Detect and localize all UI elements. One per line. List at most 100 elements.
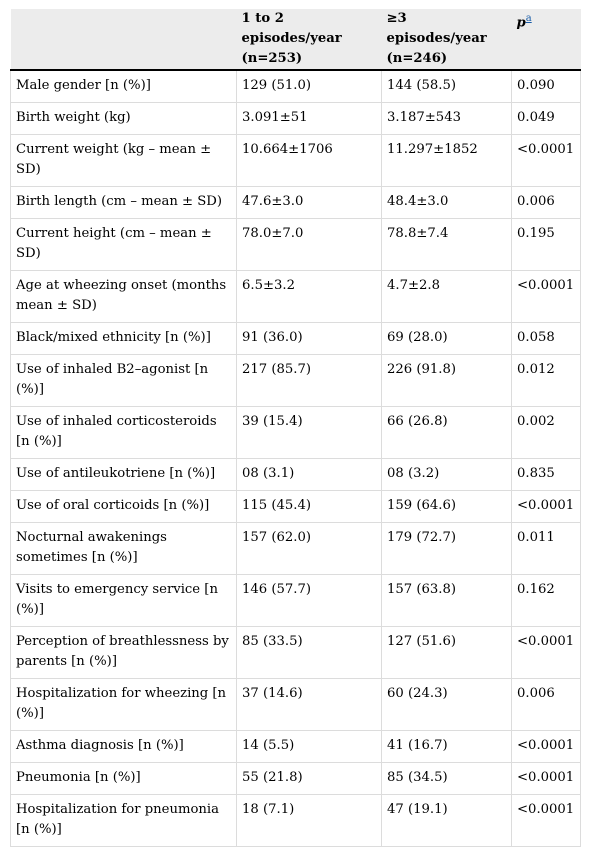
cell-group-2: 3.187±543: [381, 102, 512, 135]
header-group-1-name: 1 to 2 episodes/year: [241, 11, 342, 46]
table-row: Hospitalization for wheezing [n (%)] 37 (…: [10, 678, 581, 731]
row-label: Use of oral corticoids [n (%)]: [10, 490, 237, 523]
table-row: Perception of breathlessness by parents …: [10, 626, 581, 679]
table-row: Current height (cm – mean ± SD) 78.0±7.0 7…: [10, 218, 581, 271]
table-row: Use of antileukotriene [n (%)] 08 (3.1) 08…: [10, 458, 581, 491]
row-label: Use of inhaled B2–agonist [n (%)]: [10, 354, 237, 407]
cell-group-2: 41 (16.7): [381, 730, 512, 763]
header-p-value: pa: [511, 9, 581, 71]
cell-group-1: 157 (62.0): [236, 522, 382, 575]
cell-group-2: 69 (28.0): [381, 322, 512, 355]
row-label: Visits to emergency service [n (%)]: [10, 574, 237, 627]
cell-p-value: 0.012: [511, 354, 581, 407]
cell-group-2: 66 (26.8): [381, 406, 512, 459]
header-group-1-n: (n=253): [241, 51, 303, 66]
cell-group-2: 159 (64.6): [381, 490, 512, 523]
table-row: Birth length (cm – mean ± SD) 47.6±3.0 48.…: [10, 186, 581, 219]
cell-group-2: 179 (72.7): [381, 522, 512, 575]
cell-group-2: 60 (24.3): [381, 678, 512, 731]
cell-p-value: 0.049: [511, 102, 581, 135]
cell-group-2: 47 (19.1): [381, 794, 512, 847]
row-label: Current weight (kg – mean ± SD): [10, 134, 237, 187]
row-label: Hospitalization for wheezing [n (%)]: [10, 678, 237, 731]
table-row: Age at wheezing onset (months mean ± SD)…: [10, 270, 581, 323]
cell-p-value: 0.006: [511, 678, 581, 731]
cell-group-2: 48.4±3.0: [381, 186, 512, 219]
row-label: Nocturnal awakenings sometimes [n (%)]: [10, 522, 237, 575]
cell-group-1: 08 (3.1): [236, 458, 382, 491]
row-label: Use of antileukotriene [n (%)]: [10, 458, 237, 491]
table-row: Nocturnal awakenings sometimes [n (%)] 15…: [10, 522, 581, 575]
table-row: Asthma diagnosis [n (%)] 14 (5.5) 41 (16.7…: [10, 730, 581, 763]
cell-p-value: 0.002: [511, 406, 581, 459]
cell-p-value: <0.0001: [511, 134, 581, 187]
cell-p-value: <0.0001: [511, 270, 581, 323]
table-row: Use of oral corticoids [n (%)] 115 (45.4)…: [10, 490, 581, 523]
row-label: Pneumonia [n (%)]: [10, 762, 237, 795]
cell-group-1: 78.0±7.0: [236, 218, 382, 271]
row-label: Hospitalization for pneumonia [n (%)]: [10, 794, 237, 847]
cell-p-value: 0.011: [511, 522, 581, 575]
cell-group-1: 47.6±3.0: [236, 186, 382, 219]
cell-group-2: 78.8±7.4: [381, 218, 512, 271]
table-body: Male gender [n (%)] 129 (51.0) 144 (58.5) 0…: [10, 69, 581, 847]
cell-group-1: 146 (57.7): [236, 574, 382, 627]
table-row: Black/mixed ethnicity [n (%)] 91 (36.0) 69…: [10, 322, 581, 355]
header-group-2-n: (n=246): [386, 51, 448, 66]
table-row: Pneumonia [n (%)] 55 (21.8) 85 (34.5) <0.00…: [10, 762, 581, 795]
row-label: Asthma diagnosis [n (%)]: [10, 730, 237, 763]
cell-group-2: 157 (63.8): [381, 574, 512, 627]
cell-p-value: 0.162: [511, 574, 581, 627]
header-group-1: 1 to 2 episodes/year (n=253): [236, 9, 382, 71]
table-row: Use of inhaled B2–agonist [n (%)] 217 (85…: [10, 354, 581, 407]
table-row: Birth weight (kg) 3.091±51 3.187±543 0.049: [10, 102, 581, 135]
cell-p-value: <0.0001: [511, 794, 581, 847]
cell-p-value: <0.0001: [511, 490, 581, 523]
cell-p-value: <0.0001: [511, 626, 581, 679]
cell-p-value: 0.835: [511, 458, 581, 491]
cell-p-value: 0.195: [511, 218, 581, 271]
cell-group-1: 115 (45.4): [236, 490, 382, 523]
header-p-label: p: [516, 15, 526, 31]
cell-p-value: <0.0001: [511, 730, 581, 763]
cell-group-1: 55 (21.8): [236, 762, 382, 795]
cell-p-value: 0.058: [511, 322, 581, 355]
row-label: Perception of breathlessness by parents …: [10, 626, 237, 679]
cell-group-1: 6.5±3.2: [236, 270, 382, 323]
table-row: Use of inhaled corticosteroids [n (%)] 39…: [10, 406, 581, 459]
row-label: Birth weight (kg): [10, 102, 237, 135]
cell-group-2: 11.297±1852: [381, 134, 512, 187]
footnote-link-a[interactable]: a: [525, 13, 532, 24]
cell-group-1: 91 (36.0): [236, 322, 382, 355]
header-group-2-name: ≥3 episodes/year: [386, 11, 487, 46]
cell-p-value: 0.090: [511, 69, 581, 103]
row-label: Current height (cm – mean ± SD): [10, 218, 237, 271]
comparison-table: 1 to 2 episodes/year (n=253) ≥3 episodes…: [10, 9, 581, 847]
cell-group-2: 226 (91.8): [381, 354, 512, 407]
cell-group-1: 217 (85.7): [236, 354, 382, 407]
cell-group-2: 127 (51.6): [381, 626, 512, 679]
row-label: Age at wheezing onset (months mean ± SD): [10, 270, 237, 323]
cell-group-2: 85 (34.5): [381, 762, 512, 795]
cell-group-2: 144 (58.5): [381, 69, 512, 103]
cell-group-1: 39 (15.4): [236, 406, 382, 459]
cell-group-1: 129 (51.0): [236, 69, 382, 103]
table-row: Current weight (kg – mean ± SD) 10.664±17…: [10, 134, 581, 187]
cell-group-1: 14 (5.5): [236, 730, 382, 763]
table-row: Visits to emergency service [n (%)] 146 (…: [10, 574, 581, 627]
table-row: Male gender [n (%)] 129 (51.0) 144 (58.5) 0…: [10, 69, 581, 103]
row-label: Black/mixed ethnicity [n (%)]: [10, 322, 237, 355]
header-group-2: ≥3 episodes/year (n=246): [381, 9, 512, 71]
comparison-table-container: 1 to 2 episodes/year (n=253) ≥3 episodes…: [10, 9, 581, 847]
header-variable: [10, 9, 237, 71]
row-label: Male gender [n (%)]: [10, 69, 237, 103]
cell-group-1: 10.664±1706: [236, 134, 382, 187]
cell-group-2: 4.7±2.8: [381, 270, 512, 323]
cell-p-value: 0.006: [511, 186, 581, 219]
header-row: 1 to 2 episodes/year (n=253) ≥3 episodes…: [10, 9, 581, 71]
cell-group-1: 37 (14.6): [236, 678, 382, 731]
cell-group-1: 18 (7.1): [236, 794, 382, 847]
cell-group-1: 3.091±51: [236, 102, 382, 135]
cell-group-1: 85 (33.5): [236, 626, 382, 679]
cell-p-value: <0.0001: [511, 762, 581, 795]
